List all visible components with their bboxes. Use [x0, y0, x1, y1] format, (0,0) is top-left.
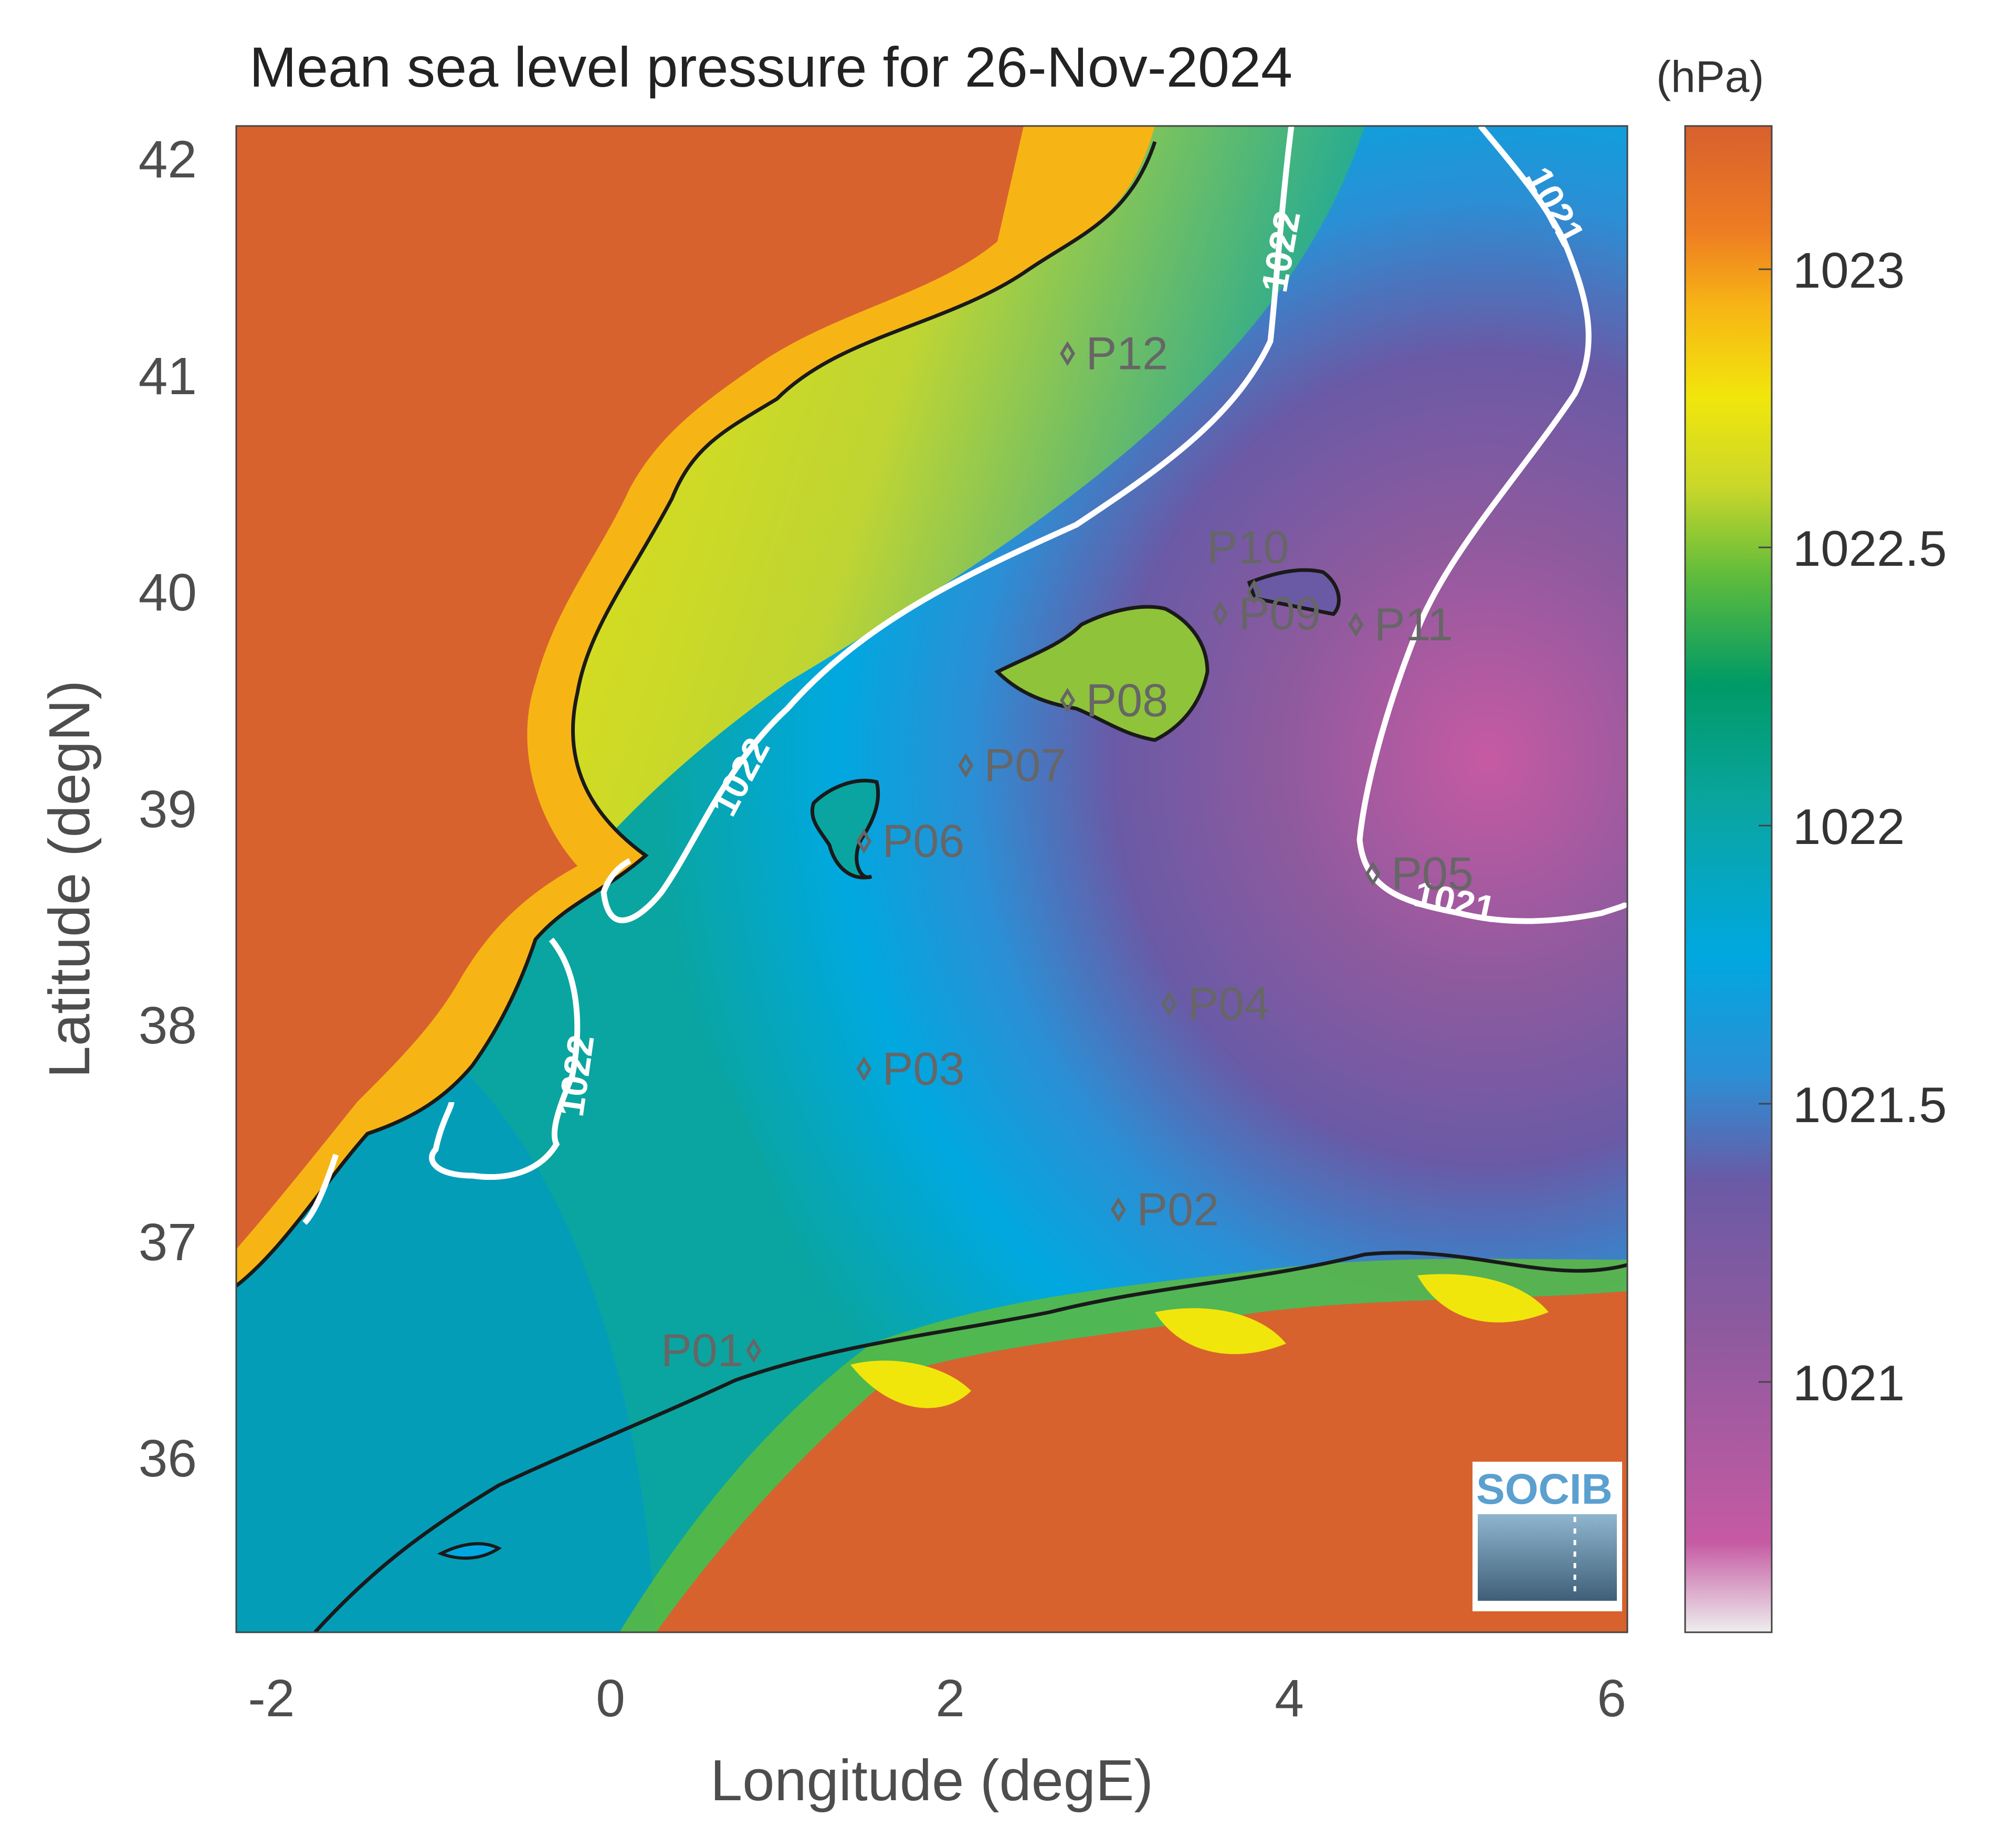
- ibiza-island: [810, 778, 880, 880]
- northwest-sea-gradient: [525, 126, 1365, 918]
- station-label: P07: [984, 739, 1067, 791]
- diamond-marker-icon: [1060, 341, 1076, 366]
- iberia-coastline: [236, 141, 1157, 1287]
- diamond-marker-icon: [1365, 861, 1381, 886]
- colorbar-units: (hPa): [1656, 52, 1764, 101]
- colorbar-tick-label: 1022.5: [1793, 521, 1947, 577]
- station-label: P10: [1207, 521, 1289, 573]
- contour-1022-south: [429, 937, 581, 1180]
- y-tick-label: 40: [139, 563, 197, 622]
- x-tick-label: 4: [1275, 1669, 1304, 1728]
- station-label: P06: [882, 815, 965, 867]
- station-point-p02: P02: [1110, 1184, 1219, 1235]
- y-tick-label: 41: [139, 347, 197, 406]
- station-point-p07: P07: [958, 739, 1067, 791]
- station-point-p03: P03: [856, 1042, 965, 1094]
- station-label: P08: [1086, 674, 1169, 726]
- y-tick-label: 38: [139, 996, 197, 1055]
- africa-yellow-patches: [850, 1274, 1549, 1408]
- contour-1022-west: [302, 1154, 339, 1225]
- y-tick-label: 36: [139, 1429, 197, 1488]
- diamond-marker-icon: [1110, 1197, 1127, 1222]
- station-label: P11: [1374, 598, 1453, 650]
- station-point-p08: P08: [1060, 674, 1169, 726]
- station-label: P05: [1391, 848, 1474, 900]
- iberia-coastal-strip: [236, 126, 1155, 1286]
- y-tick-labels: 42 41 40 39 38 37 36: [139, 130, 197, 1488]
- station-point-p01: P01: [661, 1324, 762, 1376]
- diamond-marker-icon: [746, 1338, 762, 1363]
- diamond-marker-icon: [958, 753, 974, 778]
- colorbar-tick-label: 1022: [1793, 799, 1905, 855]
- y-tick-label: 39: [139, 780, 197, 839]
- x-tick-label: -2: [248, 1669, 295, 1728]
- contour-1022-main: [601, 126, 1295, 923]
- station-point-p04: P04: [1161, 977, 1270, 1029]
- colorbar-tick-label: 1021: [1793, 1355, 1905, 1411]
- y-tick-label: 42: [139, 130, 197, 189]
- x-tick-label: 6: [1597, 1669, 1626, 1728]
- y-axis-label: Latitude (degN): [37, 680, 102, 1078]
- diamond-marker-icon: [856, 828, 872, 854]
- diamond-marker-icon: [1212, 601, 1228, 626]
- colorbar-tick-label: 1021.5: [1793, 1077, 1947, 1133]
- africa-coastline: [313, 1251, 1627, 1632]
- africa-coastal-strip: [619, 1259, 1627, 1632]
- x-tick-label: 2: [935, 1669, 965, 1728]
- menorca-island: [1247, 568, 1341, 616]
- map-area: 1022 1022 1022 1021 1021 SOCIB: [236, 126, 1627, 1632]
- station-label: P01: [661, 1324, 743, 1376]
- diamond-marker-icon: [856, 1056, 872, 1082]
- station-point-p05: P05: [1365, 848, 1474, 900]
- colorbar-gradient: [1684, 125, 1773, 1633]
- station-label: P04: [1187, 977, 1270, 1029]
- x-axis-label: Longitude (degE): [710, 1748, 1153, 1813]
- socib-logo-text: SOCIB: [1476, 1465, 1613, 1513]
- alboran-island: [437, 1542, 502, 1560]
- station-label: P03: [882, 1042, 965, 1094]
- station-label: P02: [1137, 1184, 1219, 1235]
- station-label: P12: [1086, 328, 1169, 379]
- diamond-marker-icon: [1161, 991, 1177, 1017]
- x-tick-label: 0: [596, 1669, 625, 1728]
- colorbar-tick-label: 1023: [1793, 242, 1905, 299]
- socib-logo: SOCIB: [1472, 1462, 1622, 1611]
- mallorca-island: [994, 605, 1209, 742]
- contour-1021-east: [1356, 126, 1627, 924]
- station-point-p06: P06: [856, 815, 965, 867]
- y-tick-label: 37: [139, 1213, 197, 1272]
- diamond-marker-icon: [1348, 612, 1364, 637]
- x-tick-labels: -2 0 2 4 6: [248, 1669, 1626, 1728]
- map-frame: [235, 125, 1628, 1633]
- colorbar: 1023 1022.5 1022 1021.5 1021: [1684, 125, 1947, 1633]
- diamond-marker-icon: [1246, 579, 1262, 605]
- chart-title: Mean sea level pressure for 26-Nov-2024: [249, 35, 1292, 99]
- station-point-p10: P10: [1207, 521, 1289, 605]
- station-point-p12: P12: [1060, 328, 1169, 379]
- diamond-marker-icon: [1060, 688, 1076, 713]
- station-point-p11: P11: [1348, 598, 1453, 650]
